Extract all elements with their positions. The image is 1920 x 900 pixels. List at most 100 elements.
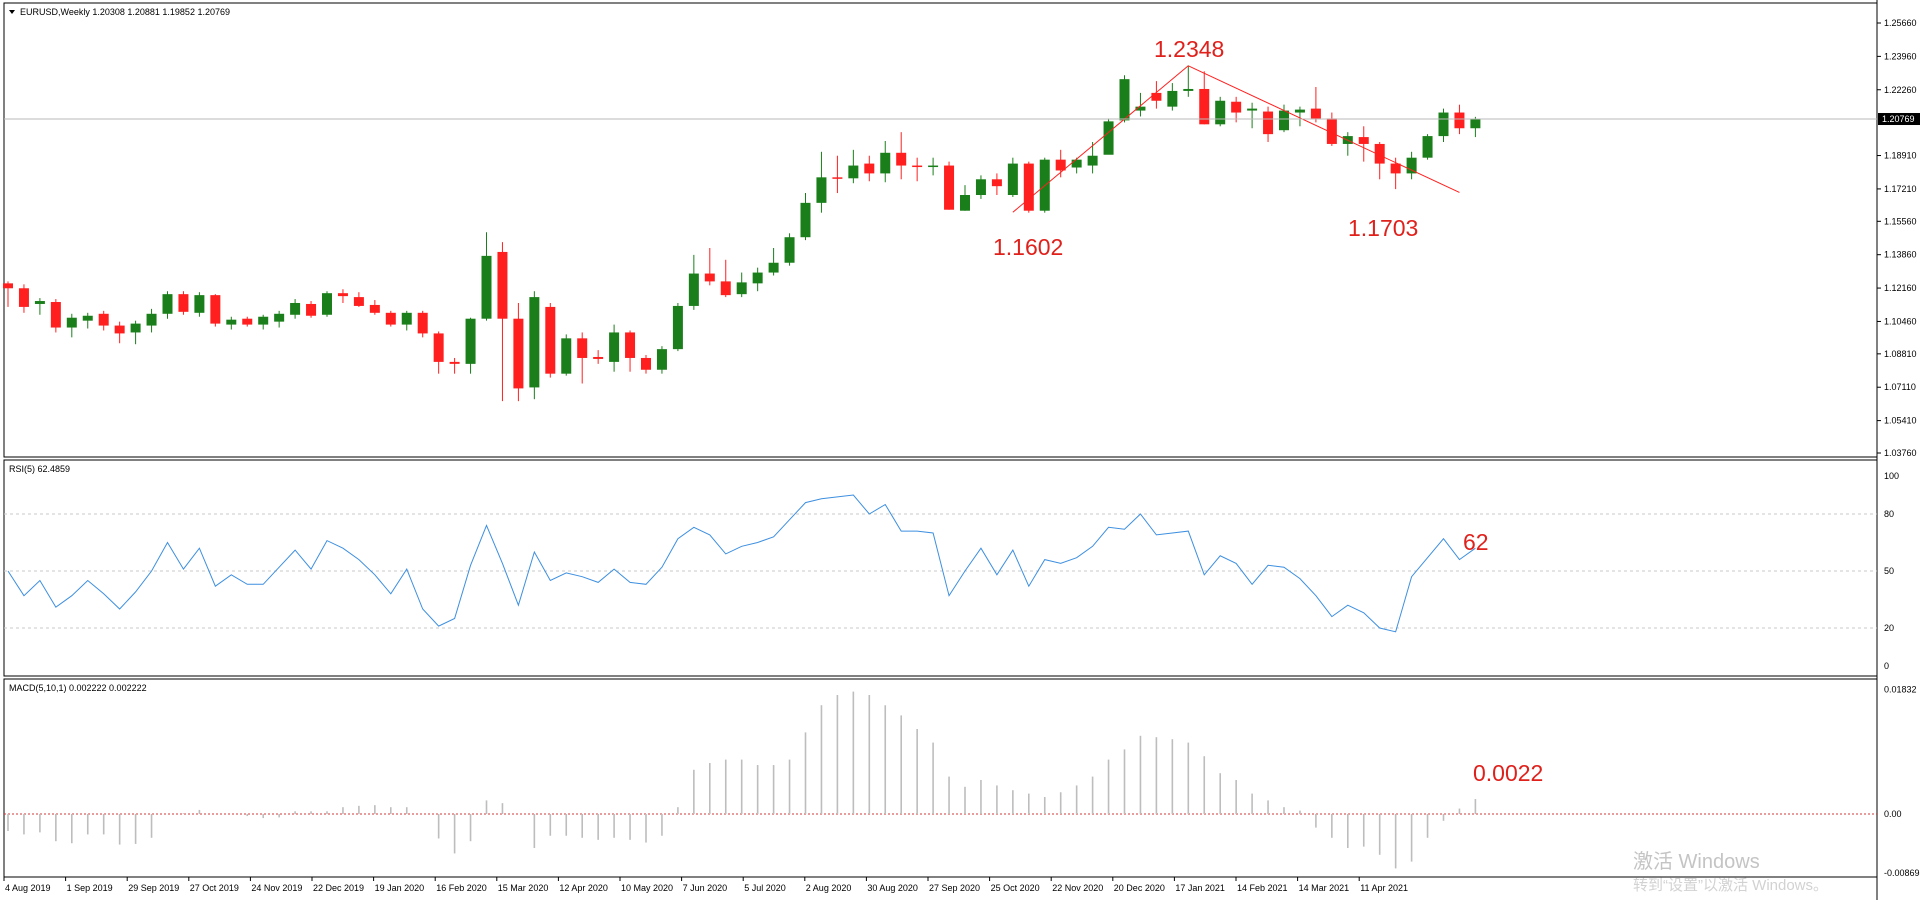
candle-body bbox=[226, 319, 237, 325]
candle-body bbox=[1103, 121, 1114, 155]
time-tick-label: 7 Jun 2020 bbox=[683, 883, 728, 893]
watermark-line-1: 激活 Windows bbox=[1633, 850, 1760, 873]
price-tick-label: 1.08810 bbox=[1884, 349, 1917, 359]
macd-panel-header: MACD(5,10,1) 0.002222 0.002222 bbox=[9, 683, 147, 693]
candle-body bbox=[1183, 88, 1194, 91]
candle-body bbox=[1135, 106, 1146, 111]
macd-tick-label: -0.008698 bbox=[1884, 868, 1920, 878]
axis-tick-labels: 1.25660 1.23960 1.22260 1.18910 1.17210 1.155… bbox=[3, 18, 1920, 893]
price-tick-label: 1.13860 bbox=[1884, 250, 1917, 260]
candle-body bbox=[337, 293, 348, 297]
candle-body bbox=[864, 163, 875, 174]
candle-body bbox=[146, 313, 157, 326]
candle-body bbox=[752, 272, 763, 284]
candle-body bbox=[322, 293, 332, 315]
candle-body bbox=[417, 312, 428, 334]
candle-body bbox=[66, 317, 77, 328]
current-price-marker bbox=[1878, 113, 1920, 126]
annotation-rsi: 62 bbox=[1463, 529, 1489, 555]
candle-body bbox=[274, 313, 285, 322]
candlestick-series bbox=[3, 65, 1481, 402]
candle-body bbox=[1247, 108, 1258, 111]
time-tick-label: 17 Jan 2021 bbox=[1175, 883, 1225, 893]
candle-body bbox=[513, 318, 524, 389]
candle-body bbox=[1406, 157, 1417, 174]
rsi-tick-label: 80 bbox=[1884, 509, 1894, 519]
grid-lines bbox=[4, 513, 1877, 815]
candle-body bbox=[944, 165, 955, 210]
candle-body bbox=[497, 251, 508, 319]
candle-body bbox=[545, 306, 556, 374]
candle-body bbox=[880, 152, 891, 174]
time-tick-label: 29 Sep 2019 bbox=[128, 883, 179, 893]
time-tick-label: 12 Apr 2020 bbox=[559, 883, 608, 893]
candle-body bbox=[1087, 155, 1098, 166]
candle-body bbox=[1390, 163, 1401, 174]
price-tick-label: 1.10460 bbox=[1884, 316, 1917, 326]
time-tick-label: 20 Dec 2020 bbox=[1114, 883, 1165, 893]
candle-body bbox=[1358, 137, 1369, 144]
candle-body bbox=[1167, 90, 1178, 107]
time-tick-label: 22 Nov 2020 bbox=[1052, 883, 1103, 893]
time-tick-label: 22 Dec 2019 bbox=[313, 883, 364, 893]
candle-body bbox=[1438, 112, 1449, 137]
candle-body bbox=[401, 312, 412, 325]
price-tick-label: 1.23960 bbox=[1884, 51, 1917, 61]
candle-body bbox=[991, 179, 1002, 187]
candle-body bbox=[928, 165, 939, 168]
candle-body bbox=[1422, 136, 1433, 158]
time-tick-label: 11 Apr 2021 bbox=[1360, 883, 1408, 893]
time-tick-label: 25 Oct 2020 bbox=[991, 883, 1040, 893]
candle-body bbox=[385, 312, 396, 325]
candle-body bbox=[1454, 112, 1465, 129]
candle-body bbox=[1071, 159, 1082, 168]
time-tick-label: 10 May 2020 bbox=[621, 883, 673, 893]
rsi-tick-label: 100 bbox=[1884, 471, 1899, 481]
candle-body bbox=[3, 283, 13, 289]
candle-body bbox=[832, 177, 843, 179]
rsi-tick-label: 20 bbox=[1884, 623, 1894, 633]
candle-body bbox=[1326, 118, 1337, 144]
price-tick-label: 1.25660 bbox=[1884, 18, 1917, 28]
rsi-panel[interactable] bbox=[3, 459, 1878, 677]
main-price-panel[interactable] bbox=[3, 2, 1878, 458]
candle-body bbox=[98, 313, 109, 326]
time-tick-label: 1 Sep 2019 bbox=[67, 883, 113, 893]
macd-panel[interactable] bbox=[3, 678, 1878, 878]
zigzag-segment bbox=[1188, 65, 1460, 193]
macd-histogram bbox=[7, 691, 1477, 869]
time-tick-label: 19 Jan 2020 bbox=[375, 883, 425, 893]
watermark-line-2: 转到“设置”以激活 Windows。 bbox=[1633, 877, 1828, 894]
annotation-low-2: 1.1703 bbox=[1348, 215, 1418, 241]
candle-body bbox=[449, 361, 460, 364]
candle-body bbox=[641, 357, 651, 370]
candle-body bbox=[609, 332, 620, 362]
candle-body bbox=[529, 297, 540, 388]
time-tick-label: 14 Mar 2021 bbox=[1299, 883, 1350, 893]
candle-body bbox=[465, 318, 476, 364]
price-tick-label: 1.22260 bbox=[1884, 85, 1917, 95]
candle-body bbox=[34, 301, 45, 304]
candle-body bbox=[800, 202, 811, 238]
time-tick-label: 27 Oct 2019 bbox=[190, 883, 239, 893]
candle-body bbox=[50, 302, 61, 328]
candle-body bbox=[306, 303, 317, 316]
annotation-high: 1.2348 bbox=[1154, 36, 1224, 62]
time-tick-label: 15 Mar 2020 bbox=[498, 883, 549, 893]
candle-body bbox=[1374, 143, 1385, 164]
candle-body bbox=[975, 179, 986, 195]
candle-body bbox=[896, 152, 907, 166]
price-tick-label: 1.18910 bbox=[1884, 151, 1917, 161]
candle-body bbox=[242, 318, 253, 325]
candle-body bbox=[18, 288, 29, 307]
price-tick-label: 1.07110 bbox=[1884, 382, 1916, 392]
candle-body bbox=[1119, 79, 1130, 121]
candle-body bbox=[1151, 92, 1162, 101]
rsi-tick-label: 0 bbox=[1884, 661, 1889, 671]
candle-body bbox=[1470, 119, 1481, 129]
dropdown-triangle-icon[interactable] bbox=[9, 10, 15, 14]
price-tick-label: 1.05410 bbox=[1884, 416, 1917, 426]
candle-body bbox=[561, 338, 572, 374]
